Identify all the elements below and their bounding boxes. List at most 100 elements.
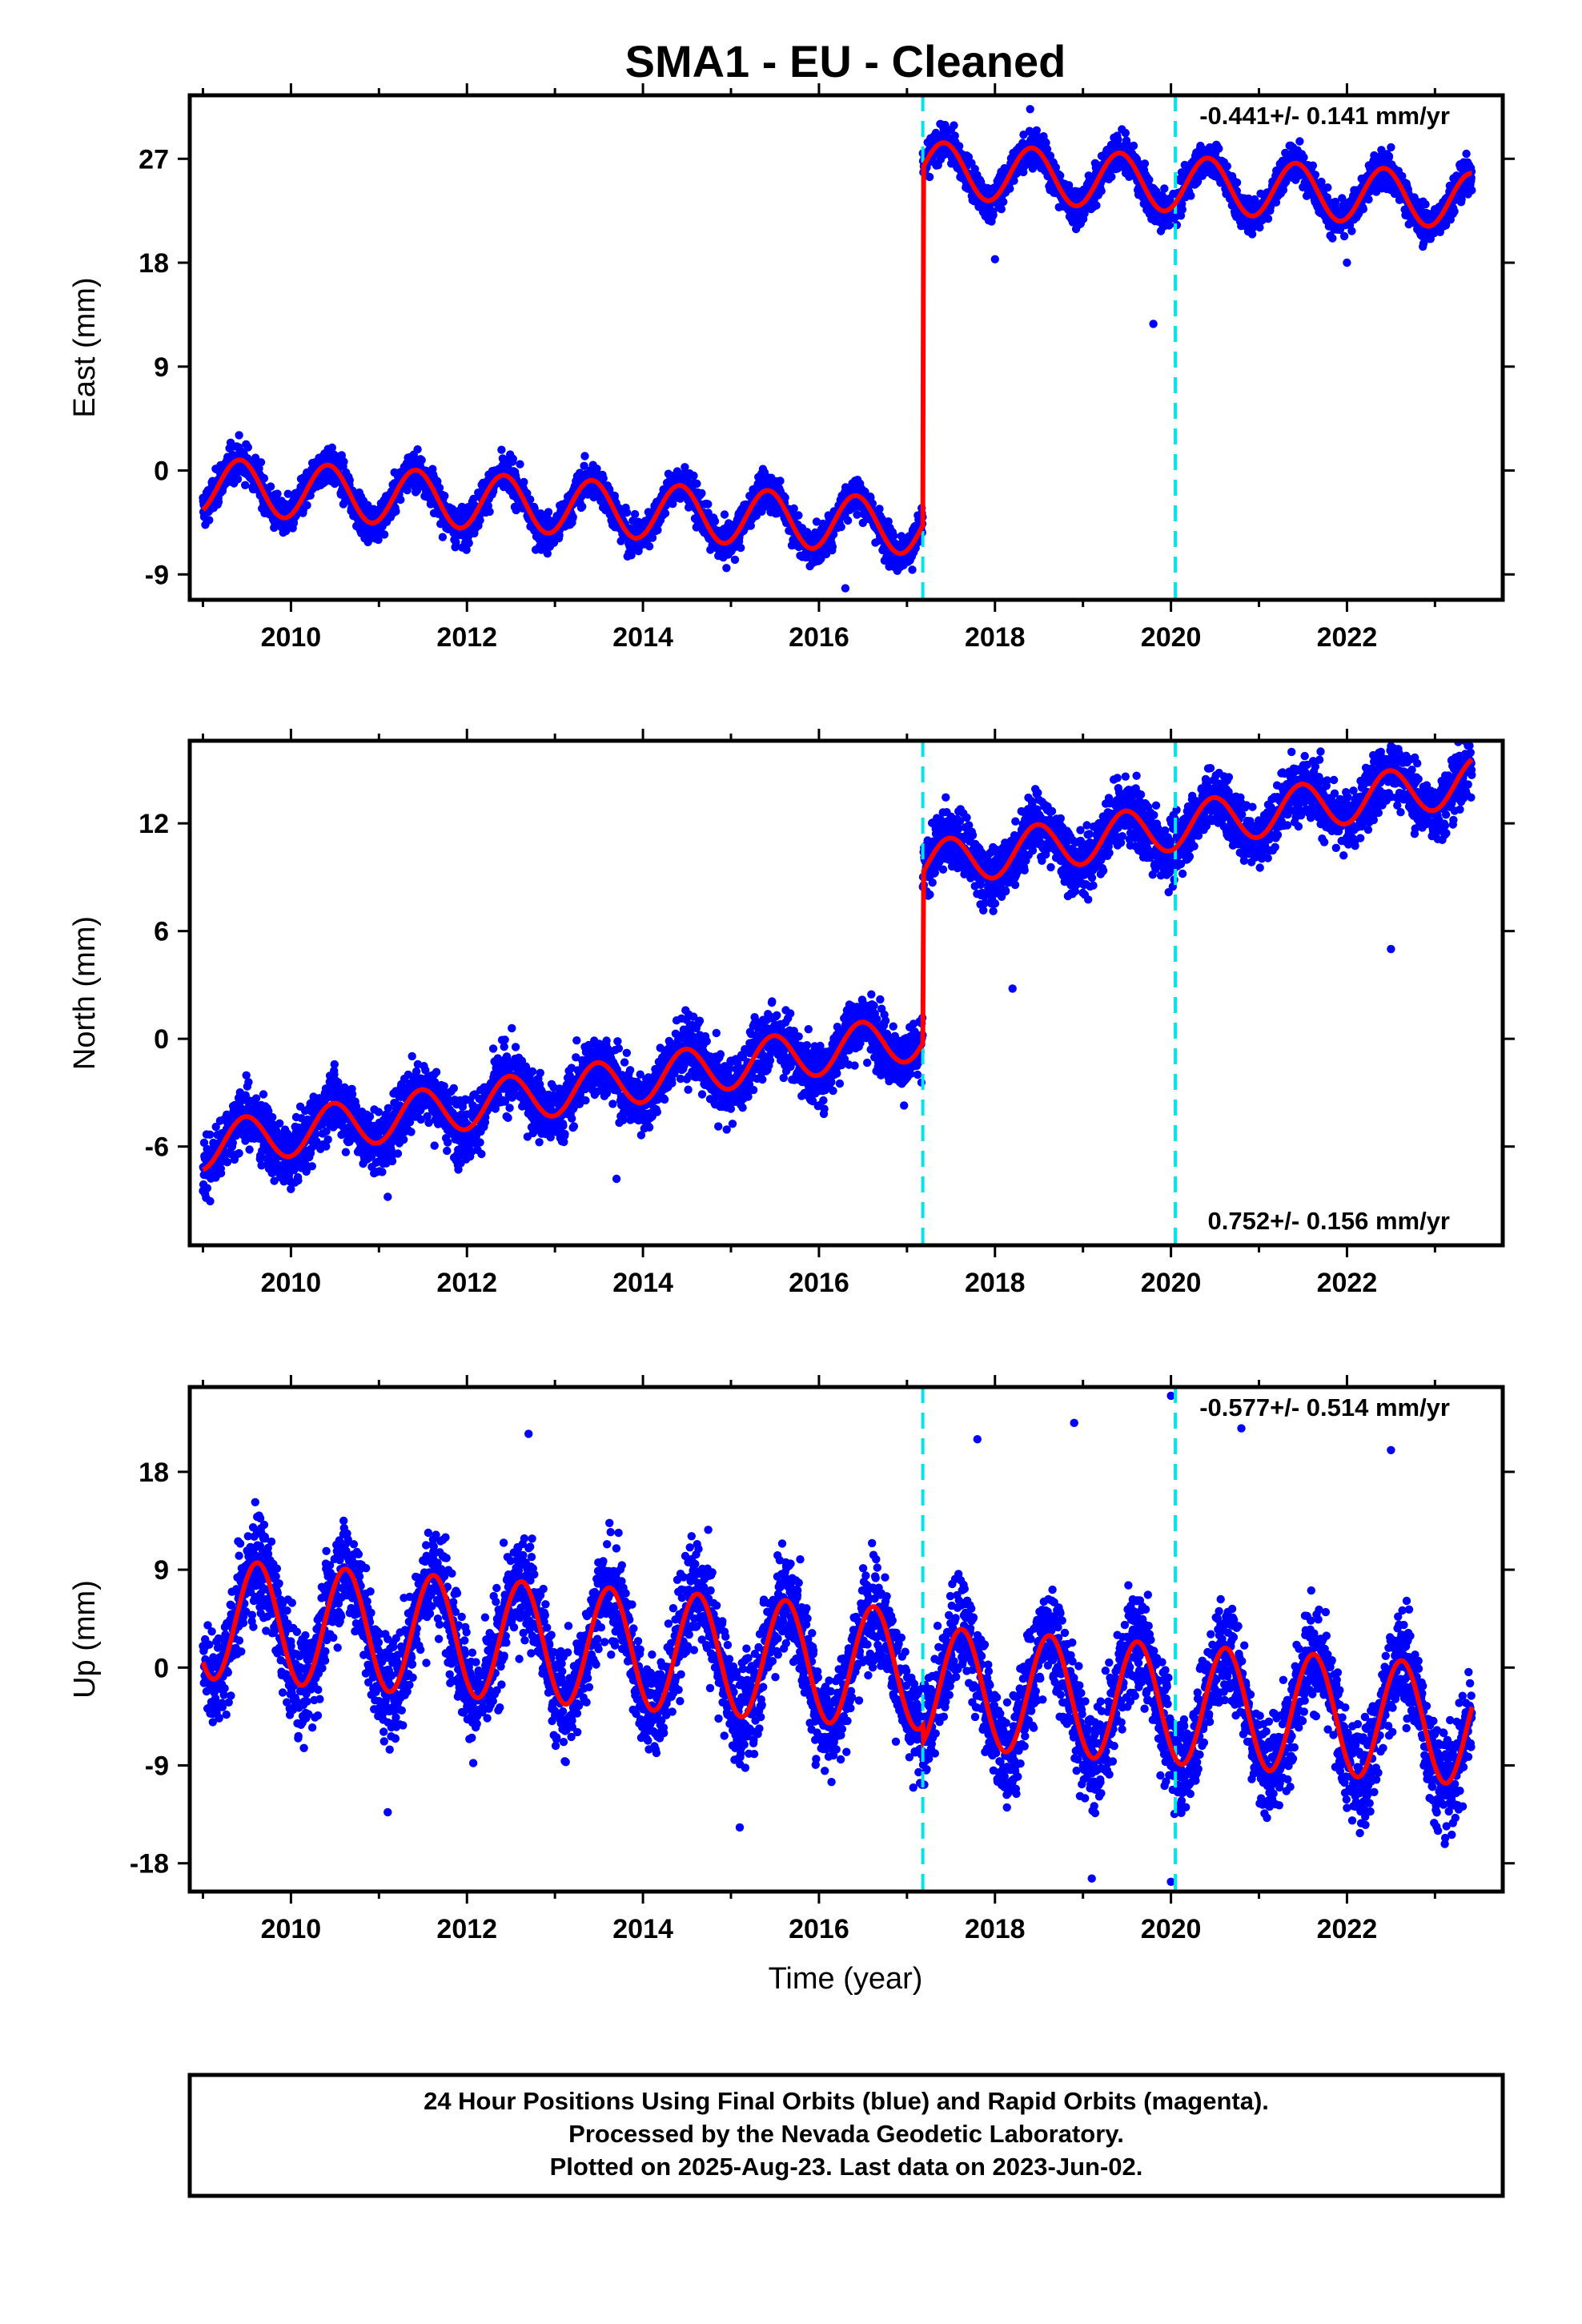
- data-point: [1129, 141, 1138, 151]
- data-point: [1051, 163, 1061, 172]
- data-point: [327, 443, 336, 452]
- data-point: [737, 543, 745, 553]
- data-point: [1263, 214, 1273, 223]
- data-point: [508, 454, 517, 464]
- data-point: [544, 508, 553, 517]
- data-point: [1311, 171, 1320, 179]
- data-point: [1032, 126, 1042, 135]
- data-point: [440, 492, 449, 501]
- data-point: [1046, 151, 1055, 160]
- data-point: [1223, 162, 1232, 171]
- panel-east: 2010 2012 2014 2016 2018 2020 2022-9091827East…: [68, 83, 1515, 653]
- data-point: [693, 479, 701, 489]
- data-point: [1347, 227, 1356, 235]
- data-point: [828, 542, 837, 551]
- data-point: [452, 537, 460, 547]
- data-point: [391, 507, 400, 516]
- data-point: [520, 477, 528, 487]
- data-point: [599, 474, 608, 483]
- data-point: [1006, 184, 1014, 193]
- data-point: [1178, 205, 1187, 214]
- data-point: [303, 501, 311, 510]
- data-point: [889, 531, 898, 541]
- data-point: [843, 516, 853, 525]
- data-point: [306, 491, 315, 500]
- data-point: [1019, 131, 1028, 139]
- data-point: [413, 445, 422, 454]
- data-point: [283, 489, 292, 498]
- data-point: [999, 197, 1008, 207]
- data-point: [589, 493, 598, 502]
- data-point: [1215, 144, 1223, 153]
- data-point: [789, 504, 798, 513]
- data-point: [884, 517, 893, 526]
- data-point: [1364, 195, 1373, 204]
- data-point: [644, 542, 654, 551]
- data-point: [950, 121, 958, 130]
- data-point: [578, 502, 587, 511]
- data-point: [837, 522, 845, 532]
- data-point: [997, 204, 1006, 214]
- data-point: [1010, 176, 1018, 185]
- data-point: [469, 494, 478, 504]
- data-point: [526, 495, 535, 504]
- data-point: [516, 460, 524, 468]
- data-point: [610, 491, 619, 501]
- data-point: [781, 493, 789, 502]
- data-point: [379, 530, 389, 539]
- data-point: [273, 489, 282, 498]
- data-point: [722, 564, 731, 573]
- data-point: [1295, 137, 1304, 146]
- data-point: [1323, 193, 1331, 202]
- data-point: [1308, 161, 1318, 170]
- data-point: [704, 509, 713, 517]
- data-point: [339, 457, 348, 466]
- data-point: [1398, 171, 1407, 181]
- data-point: [1247, 230, 1257, 239]
- data-point: [580, 452, 589, 460]
- data-point: [396, 495, 405, 505]
- data-point: [1165, 221, 1174, 230]
- data-point: [681, 463, 689, 472]
- data-point: [1114, 135, 1122, 144]
- figure-title: SMA1 - EU - Cleaned: [625, 36, 1066, 86]
- data-point: [853, 510, 861, 519]
- data-point: [1121, 128, 1130, 138]
- data-point: [720, 510, 729, 519]
- data-point: [576, 468, 584, 477]
- data-point: [1186, 191, 1195, 200]
- data-point: [345, 476, 354, 485]
- data-point: [374, 535, 383, 545]
- data-point: [1160, 184, 1169, 193]
- data-point: [433, 476, 442, 486]
- data-point: [630, 509, 640, 519]
- data-point: [653, 525, 662, 535]
- data-point: [568, 513, 577, 521]
- data-point: [235, 431, 243, 440]
- data-point: [1056, 171, 1065, 180]
- data-point: [730, 555, 740, 565]
- data-point: [241, 480, 250, 489]
- data-point: [648, 533, 657, 542]
- data-point: [259, 474, 269, 483]
- data-point: [1255, 223, 1264, 232]
- data-point: [256, 458, 266, 467]
- data-point: [435, 484, 444, 493]
- data-point: [794, 511, 803, 520]
- data-point: [497, 445, 506, 454]
- data-point: [689, 471, 698, 480]
- data-point: [776, 476, 785, 485]
- data-point: [1384, 151, 1394, 161]
- data-point: [251, 453, 260, 462]
- data-point: [622, 508, 632, 517]
- data-point: [1338, 194, 1347, 203]
- data-point: [1339, 231, 1349, 241]
- data-point: [438, 533, 448, 541]
- data-point: [710, 517, 720, 526]
- data-point: [697, 489, 706, 498]
- data-point: [1323, 183, 1332, 192]
- data-point: [1266, 203, 1275, 211]
- data-point: [523, 489, 532, 498]
- data-point: [704, 500, 713, 509]
